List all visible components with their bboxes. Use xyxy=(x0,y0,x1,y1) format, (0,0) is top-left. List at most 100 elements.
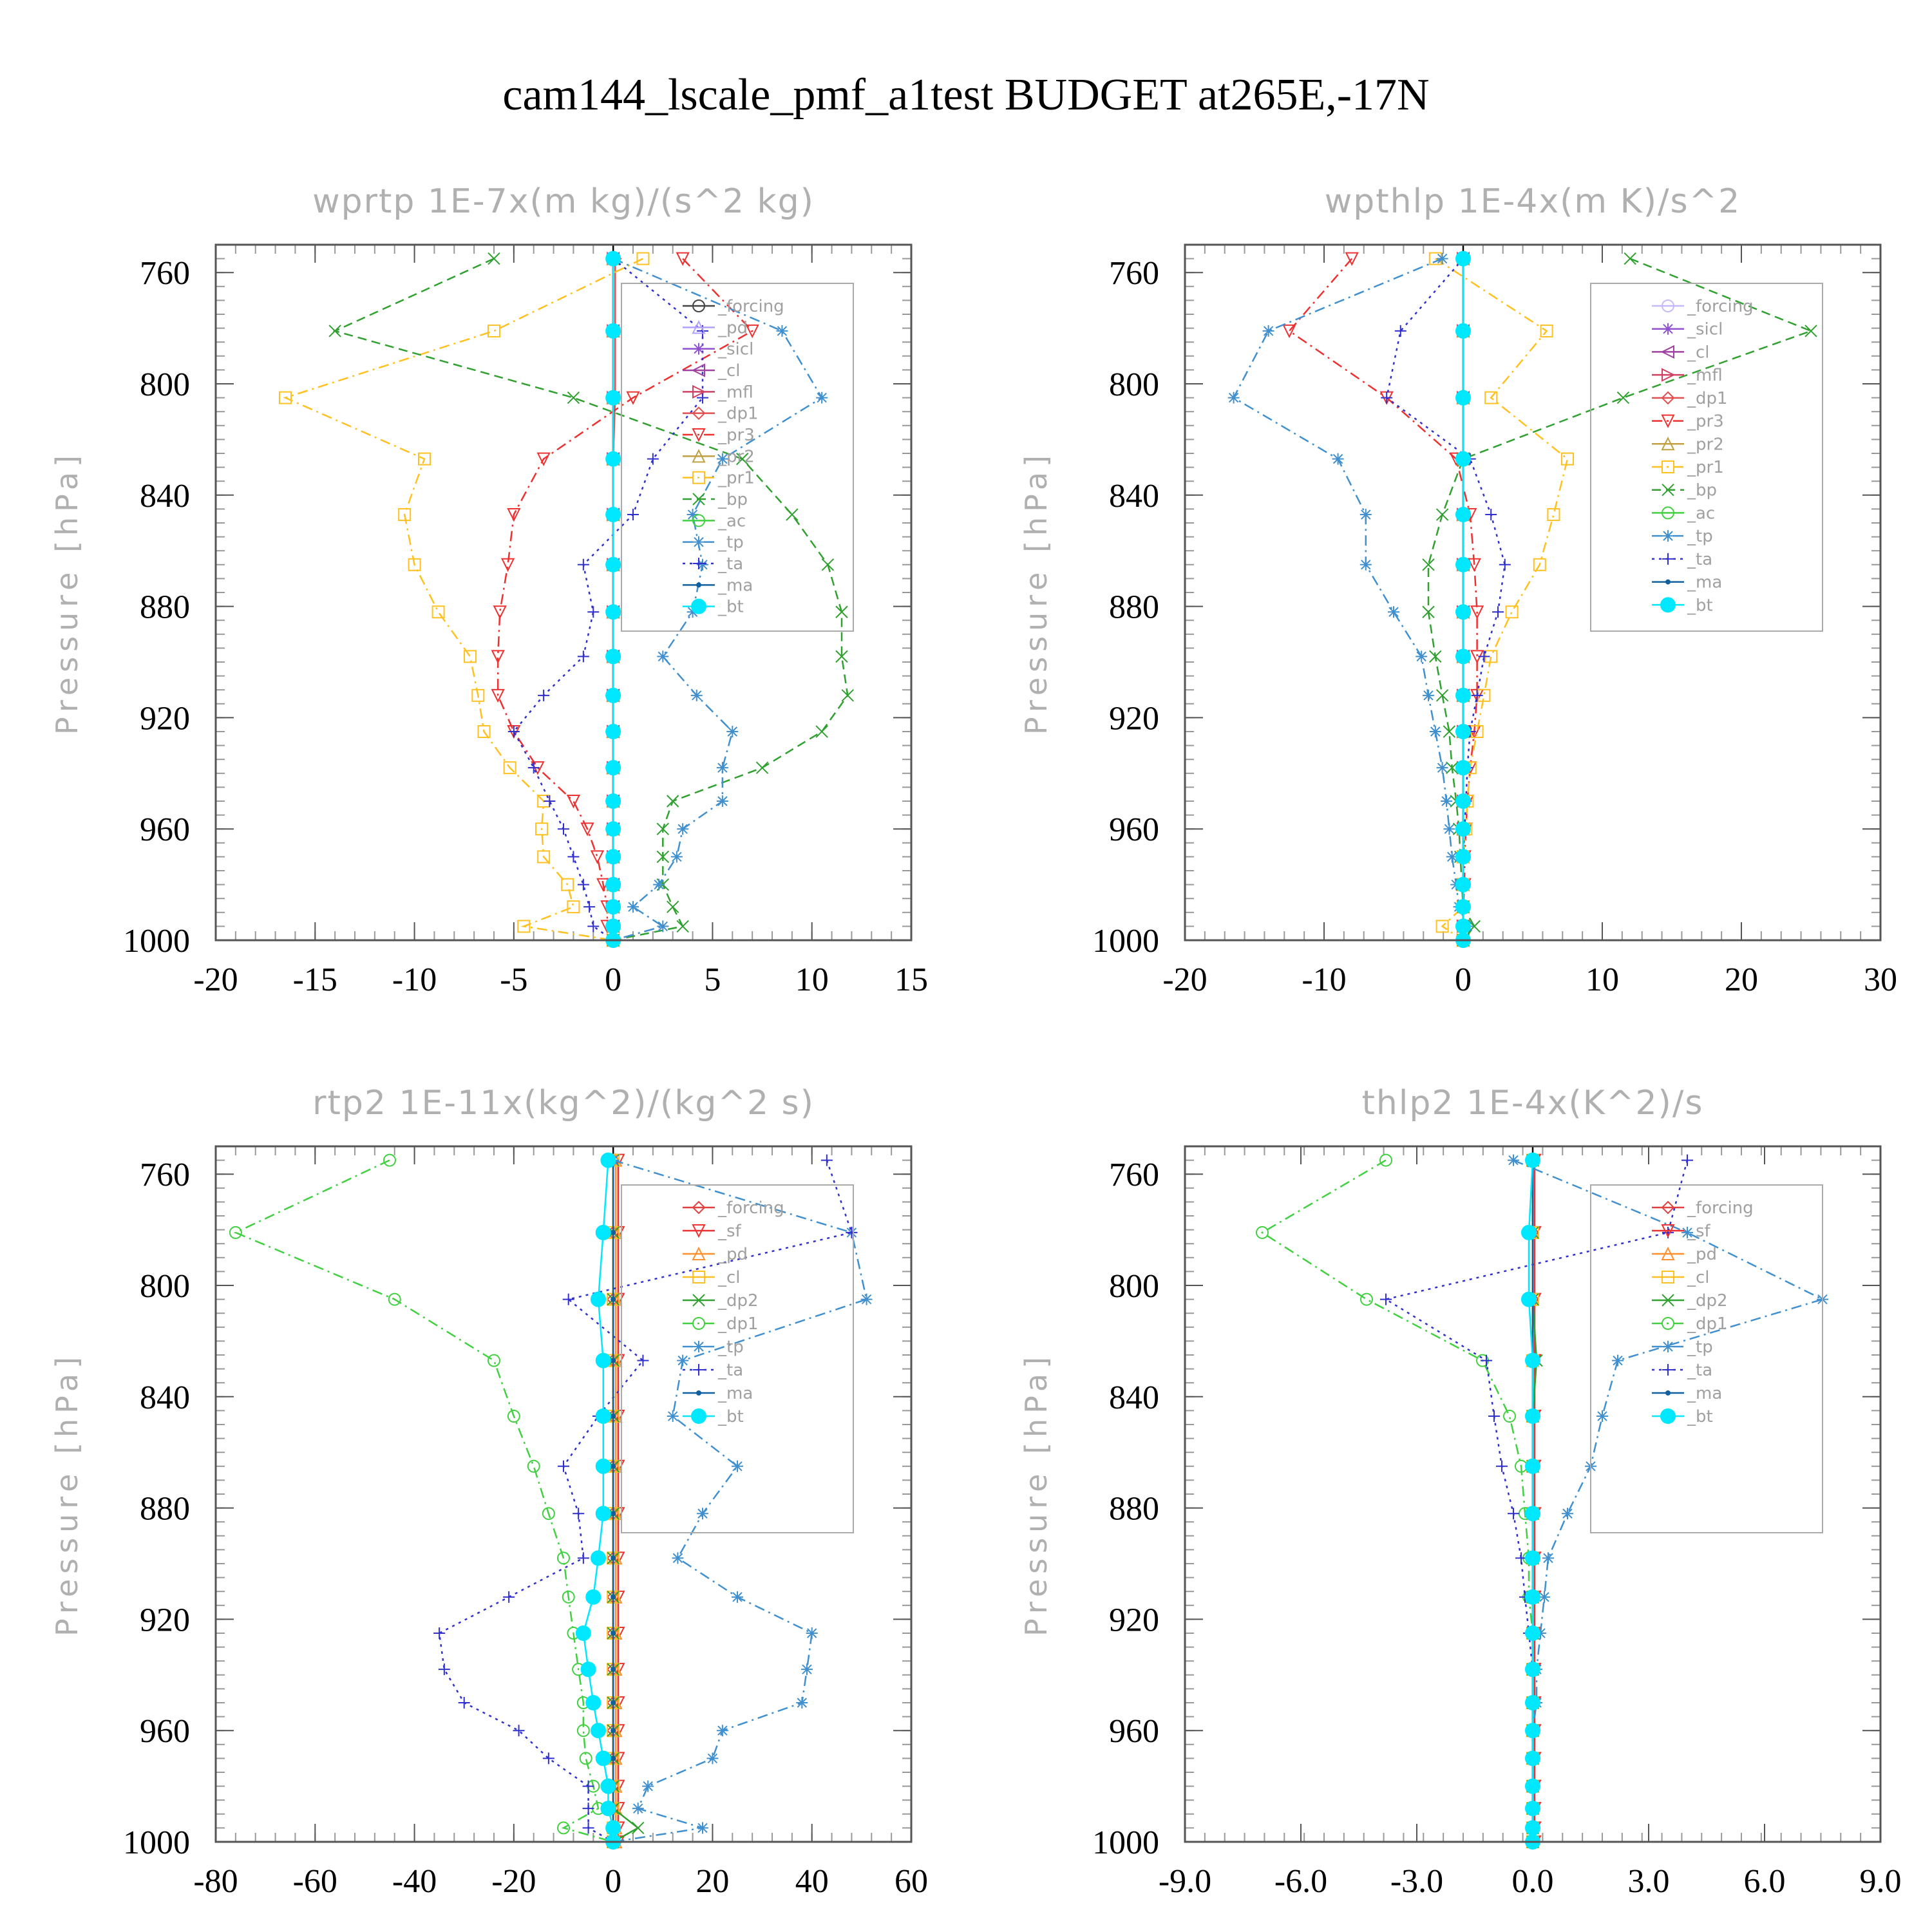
data-point xyxy=(653,878,665,891)
legend-frame xyxy=(621,283,854,632)
data-point xyxy=(577,558,589,571)
data-point xyxy=(583,901,596,913)
y-axis-label: Pressure [hPa] xyxy=(1019,1352,1054,1636)
legend-marker xyxy=(696,1390,701,1396)
data-point xyxy=(500,558,515,573)
data-point xyxy=(605,1820,621,1836)
legend-marker xyxy=(692,1246,706,1260)
x-tick-label: 40 xyxy=(795,1863,829,1900)
data-point xyxy=(433,1627,446,1639)
legend-label: _tp xyxy=(717,1338,744,1357)
data-point xyxy=(328,325,341,337)
data-point xyxy=(577,650,589,663)
data-point xyxy=(1455,649,1471,665)
data-point xyxy=(605,556,621,573)
data-point xyxy=(1525,1506,1540,1522)
data-point xyxy=(595,1224,611,1240)
data-point xyxy=(736,452,749,466)
legend-label: _sf xyxy=(1687,1222,1711,1241)
data-point xyxy=(1540,324,1553,337)
series-ta xyxy=(1380,1154,1693,1848)
legend-label: _pr3 xyxy=(1687,412,1724,431)
data-point xyxy=(1484,391,1498,404)
data-point xyxy=(1429,726,1441,737)
legend-marker xyxy=(1662,484,1674,497)
data-point xyxy=(697,558,708,571)
data-point xyxy=(732,1591,743,1603)
x-tick-label: -6.0 xyxy=(1274,1863,1327,1900)
data-point xyxy=(580,1662,596,1678)
data-point xyxy=(1455,918,1471,934)
y-tick-label: 920 xyxy=(1109,700,1159,737)
legend-marker xyxy=(691,363,705,377)
data-point xyxy=(1533,558,1546,571)
legend-marker xyxy=(693,1341,705,1352)
data-point xyxy=(600,1778,616,1794)
data-point xyxy=(611,1667,616,1672)
y-tick-label: 840 xyxy=(1109,478,1159,515)
legend-label: _sf xyxy=(717,1222,742,1241)
legend-marker xyxy=(1661,437,1675,451)
y-axis-label: Pressure [hPa] xyxy=(50,1352,84,1636)
legend-label: _bt xyxy=(1687,596,1713,615)
data-point xyxy=(595,1408,611,1425)
data-point xyxy=(527,1459,540,1473)
data-point xyxy=(1435,689,1449,702)
data-point xyxy=(1525,1801,1540,1817)
data-point xyxy=(716,453,728,465)
data-point xyxy=(562,1293,574,1305)
legend-label: _pr1 xyxy=(1687,458,1724,477)
data-point xyxy=(527,762,540,774)
x-tick-label: -5 xyxy=(500,961,527,998)
data-point xyxy=(605,687,621,703)
data-point xyxy=(1422,605,1435,618)
legend-marker xyxy=(692,1271,705,1283)
series-line xyxy=(1435,258,1569,940)
x-tick-label: 20 xyxy=(1725,961,1758,998)
data-point xyxy=(677,1354,689,1367)
data-point xyxy=(1381,392,1393,404)
legend-marker xyxy=(691,598,706,614)
data-point xyxy=(786,508,799,521)
data-point xyxy=(605,760,621,776)
data-point xyxy=(579,1752,592,1765)
data-point xyxy=(605,251,621,267)
legend-marker xyxy=(692,428,706,442)
data-point xyxy=(535,822,549,836)
legend-label: _ma xyxy=(717,576,753,595)
data-point xyxy=(580,822,594,837)
data-point xyxy=(1804,325,1817,337)
legend-label: _tp xyxy=(1687,1338,1713,1357)
legend-marker xyxy=(692,1294,705,1307)
data-point xyxy=(1455,507,1471,523)
data-point xyxy=(1455,849,1471,865)
data-point xyxy=(438,1663,450,1676)
chart-panel-4: thlp2 1E-4x(K^2)/s Pressure [hPa] -9.0 -6.0… xyxy=(1019,1084,1902,1900)
legend-marker xyxy=(692,384,706,399)
series-line xyxy=(513,258,704,940)
legend-marker xyxy=(1665,579,1671,585)
data-point xyxy=(1455,876,1471,893)
data-point xyxy=(605,604,621,620)
data-point xyxy=(1681,1226,1693,1238)
data-point xyxy=(1455,821,1471,837)
x-tick-label: 3.0 xyxy=(1628,1863,1670,1900)
y-tick-label: 760 xyxy=(140,1157,190,1193)
data-point xyxy=(537,850,551,864)
data-point xyxy=(383,1153,396,1167)
series-line xyxy=(332,258,849,940)
data-point xyxy=(611,1358,616,1363)
data-point xyxy=(507,1410,520,1423)
data-point xyxy=(587,920,600,933)
data-point xyxy=(513,1725,525,1737)
legend-label: _dp1 xyxy=(1687,389,1728,408)
data-point xyxy=(1388,606,1399,618)
data-point xyxy=(491,650,505,664)
x-tick-label: -20 xyxy=(1162,961,1207,998)
legend-label: _pd xyxy=(717,318,748,337)
series-tp xyxy=(1508,1154,1828,1848)
data-point xyxy=(576,1724,590,1738)
legend-label: _bt xyxy=(1687,1407,1713,1426)
data-point xyxy=(1499,558,1511,571)
series-pd xyxy=(609,1153,623,1848)
